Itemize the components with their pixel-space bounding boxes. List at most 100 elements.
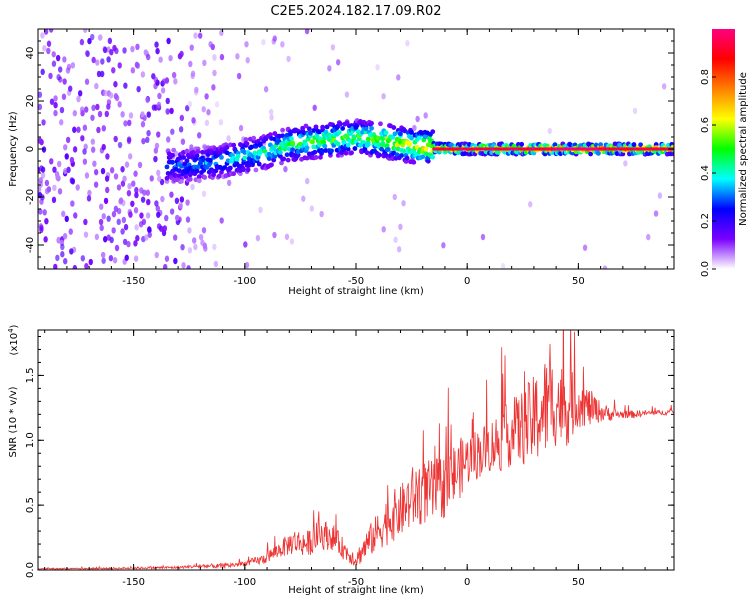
spectrogram-cell [124,161,130,168]
colorbar: 0.0 0.2 0.4 0.6 0.8 Normalized spectral ampl… [700,29,749,277]
spectrogram-cell [154,251,159,259]
spectrogram-cell [137,161,143,169]
spectrogram-cell [101,257,106,264]
spectrogram-cell [269,114,274,121]
spectrogram-cell [106,215,111,222]
spectrogram-cell [85,50,90,58]
spectrogram-cell [256,161,262,167]
spectrogram-cell [90,146,96,153]
spectrogram-cell [51,196,57,204]
spectrogram-cell [588,151,594,157]
spectrogram-cell [671,151,674,157]
spectrogram-cell [271,157,277,163]
spectrogram-cell [226,135,231,142]
spectrogram-cell [528,201,533,208]
spectrogram-cell [116,207,122,215]
spectrogram-cell [112,257,118,264]
spectrogram-cell [646,233,651,241]
spectrogram-cell [244,41,249,48]
spectrogram-cell [41,119,46,126]
spectrogram-cell [160,87,166,94]
spectrogram-cell [198,233,204,241]
spectrogram-cell [55,254,60,262]
spectrogram-cell [190,183,195,191]
spectrogram-cell [39,224,44,231]
spectrogram-cell [156,175,162,182]
spectrogram-cell [56,236,61,244]
spectrogram-cell [201,167,207,173]
spectrogram-cell [188,60,193,68]
spectrogram-cell [214,101,220,108]
spectrogram-cell [480,233,486,241]
spectrogram-marks [38,29,674,269]
spectrogram-cell [73,212,78,219]
spectrogram-cell [48,29,54,33]
spectrogram-cell [77,90,83,97]
spectrogram-cell [602,265,608,269]
spectrogram-cell [201,227,207,234]
spectrogram-cell [65,136,71,144]
y-tick-label: 0 [25,146,36,152]
spectrogram-y-ticks: -40 -20 0 20 40 [25,28,674,270]
spectrogram-cell [93,168,99,176]
snr-y-ticks: 0.0 0.5 1.0 1.5 [25,335,674,578]
spectrogram-cell [135,235,140,242]
spectrogram-cell [76,95,81,103]
spectrogram-cell [290,147,296,153]
spectrogram-cell [266,156,272,161]
spectrogram-cell [380,136,386,142]
spectrogram-cell [180,243,185,251]
spectrogram-cell [171,71,177,79]
spectrogram-cell [376,152,382,158]
spectrogram-cell [82,148,87,155]
spectrogram-cell [61,93,67,100]
spectrogram-cell [335,141,341,147]
spectrogram-cell [58,66,63,73]
spectrogram-cell [68,85,73,92]
spectrogram-cell [126,189,132,197]
spectrogram-cell [430,129,436,135]
spectrogram-cell [146,198,151,206]
spectrogram-cell [272,35,277,42]
spectrogram-cell [194,153,200,159]
spectrogram-cell [187,100,193,108]
spectrogram-cell [245,167,251,173]
spectrogram-cell [139,187,144,194]
x-tick-label: 0 [464,577,470,588]
spectrogram-cell [157,92,162,100]
spectrogram-cell [242,155,248,161]
spectrogram-cell [285,157,291,163]
spectrogram-cell [127,119,132,127]
spectrogram-cell [123,223,129,231]
spectrogram-cell [173,257,178,265]
spectrogram-cell [411,159,417,165]
spectrogram-cell [187,176,193,182]
spectrogram-cell [318,154,323,160]
spectrogram-cell [405,40,410,47]
spectrogram-cell [178,126,184,133]
spectrogram-cell [216,173,222,179]
spectrogram-cell [184,148,190,154]
spectrogram-cell [101,125,106,132]
spectrogram-cell [310,139,316,145]
spectrogram-cell [138,221,144,228]
spectrogram-cell [255,234,261,242]
spectrogram-cell [369,125,374,131]
spectrogram-cell [552,142,558,148]
spectrogram-cell [187,227,192,234]
spectrogram-cell [313,155,319,160]
spectrogram-cell [289,136,294,142]
spectrogram-cell [381,226,386,233]
spectrogram-cell [164,164,170,170]
x-tick-label: -100 [233,577,256,588]
spectrogram-cell [83,218,88,226]
spectrogram-cell [82,124,88,131]
spectrogram-cell [76,126,81,133]
spectrogram-cell [103,197,109,205]
spectrogram-cell [52,184,57,192]
spectrogram-cell [62,56,67,63]
spectrogram-cell [258,206,263,214]
spectrogram-cell [304,29,310,35]
spectrogram-cell [113,81,118,88]
spectrogram-cell [547,127,552,135]
